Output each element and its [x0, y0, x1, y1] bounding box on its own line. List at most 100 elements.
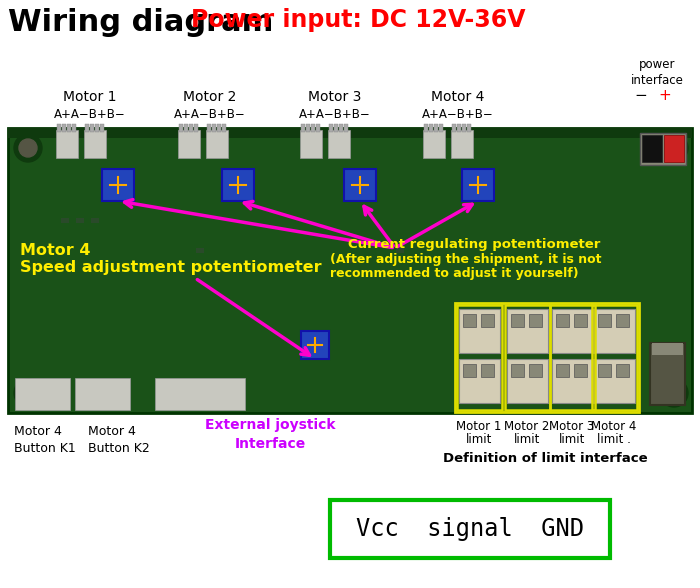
Text: Motor 2: Motor 2 — [504, 420, 550, 433]
Bar — [8, 128, 692, 413]
Bar — [463, 364, 476, 377]
Bar — [91, 218, 99, 223]
Bar — [212, 124, 216, 132]
Bar — [640, 133, 686, 165]
Bar — [529, 314, 542, 327]
Bar — [457, 305, 502, 410]
Bar — [664, 135, 684, 162]
Bar — [61, 218, 69, 223]
Text: power
interface: power interface — [631, 58, 683, 87]
Bar — [434, 124, 438, 132]
Bar — [550, 305, 595, 410]
Circle shape — [19, 139, 37, 157]
Bar — [423, 130, 445, 158]
Bar — [396, 248, 404, 253]
Bar — [511, 314, 524, 327]
Bar — [84, 130, 106, 158]
Bar — [222, 124, 226, 132]
Bar — [206, 130, 228, 158]
Bar — [311, 124, 315, 132]
Text: +: + — [659, 88, 671, 103]
Text: External joystick
Interface: External joystick Interface — [204, 418, 335, 452]
Bar — [598, 364, 611, 377]
Bar — [574, 314, 587, 327]
Bar — [102, 169, 134, 201]
Bar — [346, 258, 354, 263]
Text: limit: limit — [559, 433, 585, 446]
Circle shape — [14, 379, 42, 407]
Bar — [300, 130, 322, 158]
Circle shape — [665, 139, 683, 157]
Text: Vcc  signal  GND: Vcc signal GND — [356, 517, 584, 541]
Bar — [301, 331, 329, 359]
Bar — [85, 124, 89, 132]
Bar — [505, 305, 550, 410]
Bar — [316, 124, 320, 132]
Text: A+A−B+B−: A+A−B+B− — [422, 108, 494, 121]
Text: Motor 4
Button K2: Motor 4 Button K2 — [88, 425, 150, 455]
Bar — [594, 309, 635, 353]
Text: limit: limit — [466, 433, 492, 446]
Bar — [194, 124, 198, 132]
Text: Wiring diagram: Wiring diagram — [8, 8, 274, 37]
Bar — [155, 378, 245, 410]
Circle shape — [660, 379, 688, 407]
Bar — [507, 309, 548, 353]
Bar — [594, 359, 635, 403]
Bar — [429, 124, 433, 132]
Bar — [179, 124, 183, 132]
Text: Motor 4: Motor 4 — [431, 90, 484, 104]
Bar — [95, 124, 99, 132]
Bar — [467, 124, 471, 132]
Text: recommended to adjust it yourself): recommended to adjust it yourself) — [330, 267, 579, 280]
Bar — [507, 359, 548, 403]
Bar — [462, 124, 466, 132]
Text: (After adjusting the shipment, it is not: (After adjusting the shipment, it is not — [330, 253, 601, 266]
Circle shape — [19, 384, 37, 402]
Text: Motor 2: Motor 2 — [183, 90, 237, 104]
Bar — [328, 130, 350, 158]
Bar — [222, 169, 254, 201]
Bar — [616, 364, 629, 377]
Bar — [511, 364, 524, 377]
Bar — [207, 124, 211, 132]
Bar — [344, 124, 348, 132]
Bar — [56, 130, 78, 158]
Text: Motor 1: Motor 1 — [63, 90, 117, 104]
Bar — [592, 305, 637, 410]
Bar — [15, 378, 70, 410]
Text: Motor 4
Button K1: Motor 4 Button K1 — [14, 425, 76, 455]
Text: Power input: DC 12V-36V: Power input: DC 12V-36V — [190, 8, 525, 32]
Bar — [8, 128, 692, 138]
Bar — [529, 364, 542, 377]
Bar — [62, 124, 66, 132]
Bar — [481, 364, 494, 377]
Bar — [334, 124, 338, 132]
Bar — [462, 169, 494, 201]
Bar — [556, 314, 569, 327]
Text: −: − — [635, 88, 648, 103]
Bar — [196, 248, 204, 253]
Text: limit: limit — [514, 433, 540, 446]
Bar — [459, 309, 500, 353]
Bar — [459, 359, 500, 403]
Bar — [76, 218, 84, 223]
Bar — [330, 500, 610, 558]
Bar — [616, 314, 629, 327]
Text: Motor 4: Motor 4 — [592, 420, 637, 433]
Text: A+A−B+B−: A+A−B+B− — [299, 108, 371, 121]
Bar — [642, 135, 662, 162]
Text: A+A−B+B−: A+A−B+B− — [54, 108, 126, 121]
Bar — [455, 303, 639, 412]
Bar — [552, 359, 593, 403]
Bar — [439, 124, 443, 132]
Text: A+A−B+B−: A+A−B+B− — [174, 108, 246, 121]
Bar — [457, 124, 461, 132]
Text: Speed adjustment potentiometer: Speed adjustment potentiometer — [20, 260, 321, 275]
Bar — [463, 314, 476, 327]
Bar — [339, 124, 343, 132]
Bar — [67, 124, 71, 132]
Text: Current regulating potentiometer: Current regulating potentiometer — [348, 238, 601, 251]
Bar — [451, 130, 473, 158]
Bar — [556, 364, 569, 377]
